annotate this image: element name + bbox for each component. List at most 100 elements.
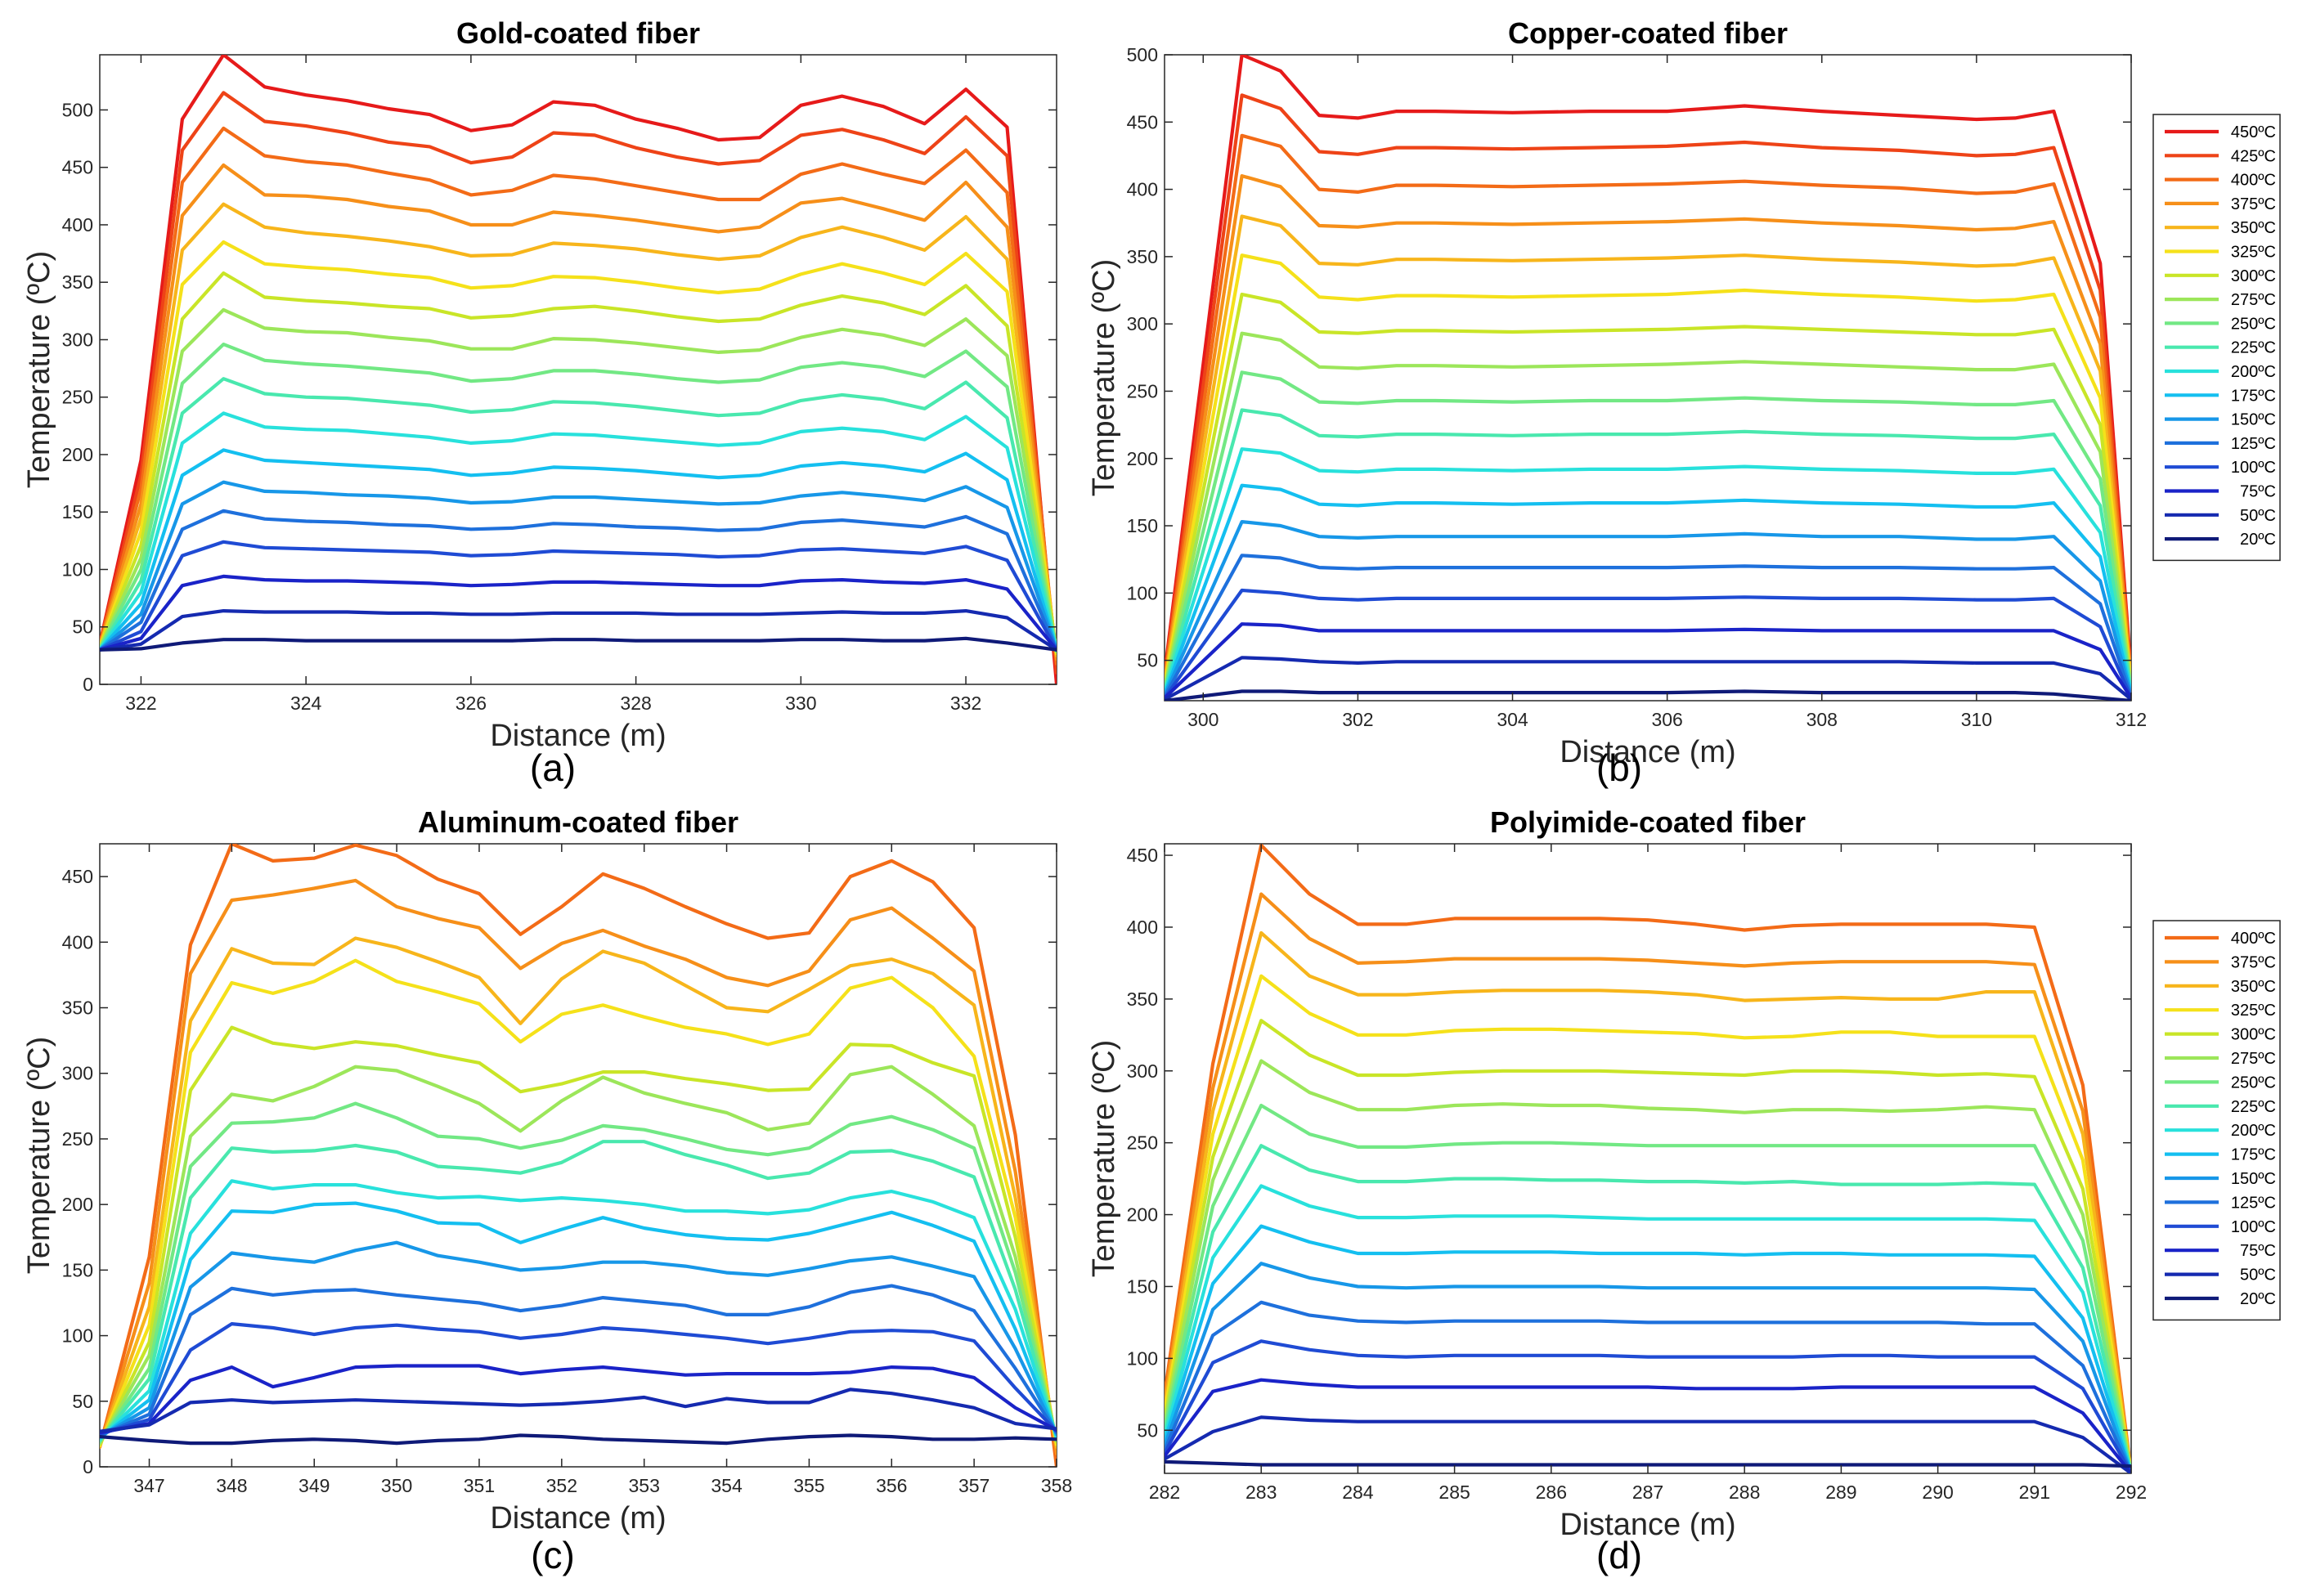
legend-entry: 425ºC xyxy=(2231,147,2276,165)
series-line-150c xyxy=(100,480,1057,652)
legend-box xyxy=(2152,114,2281,562)
legend-entry: 325ºC xyxy=(2231,1002,2276,1020)
legend-entry: 75ºC xyxy=(2240,1242,2276,1260)
x-tick-label: 351 xyxy=(464,1475,495,1496)
legend-entry: 20ºC xyxy=(2240,1290,2276,1308)
legend-entry: 300ºC xyxy=(2231,1026,2276,1044)
x-tick-label: 352 xyxy=(546,1475,577,1496)
legend-entry: 100ºC xyxy=(2231,459,2276,477)
plot-area xyxy=(1164,843,2132,1474)
series-line-400c xyxy=(1165,844,2131,1473)
x-tick-label: 322 xyxy=(125,693,156,714)
series-line-100c xyxy=(1165,1339,2131,1473)
x-tick-label: 300 xyxy=(1187,709,1219,730)
legend-entry: 300ºC xyxy=(2231,267,2276,285)
y-tick-label: 450 xyxy=(1127,845,1158,866)
legend-entry: 225ºC xyxy=(2231,339,2276,357)
legend-entry: 350ºC xyxy=(2231,978,2276,996)
y-tick-label: 50 xyxy=(72,616,93,638)
y-tick-label: 250 xyxy=(1127,1132,1158,1154)
x-tick-label: 304 xyxy=(1497,709,1528,730)
panel-tag: (b) xyxy=(1596,746,1642,789)
y-tick-label: 450 xyxy=(62,866,93,887)
x-axis-label: Distance (m) xyxy=(1560,1508,1735,1542)
x-tick-label: 310 xyxy=(1961,709,1992,730)
legend-entry: 150ºC xyxy=(2231,1170,2276,1188)
legend-entry: 150ºC xyxy=(2231,411,2276,429)
series-line-425c xyxy=(100,91,1057,675)
x-tick-label: 288 xyxy=(1729,1482,1760,1503)
x-tick-label: 285 xyxy=(1438,1482,1470,1503)
x-tick-label: 292 xyxy=(2116,1482,2147,1503)
chart-panel-1: 300 302 304 306 308 310 312 50 100 150 200 250 300 35… xyxy=(1087,16,2281,789)
legend-entry: 200ºC xyxy=(2231,363,2276,381)
x-tick-label: 353 xyxy=(629,1475,660,1496)
series-line-275c xyxy=(1165,331,2131,691)
x-axis-label: Distance (m) xyxy=(1560,735,1735,769)
series-line-75c xyxy=(1165,1378,2131,1473)
series-line-325c xyxy=(100,240,1057,656)
legend-entry: 400ºC xyxy=(2231,172,2276,190)
x-tick-label: 312 xyxy=(2116,709,2147,730)
x-tick-label: 291 xyxy=(2019,1482,2050,1503)
y-tick-label: 200 xyxy=(62,444,93,465)
chart-title: Polyimide-coated fiber xyxy=(1490,805,1806,839)
series-line-350c xyxy=(100,202,1057,657)
x-tick-label: 328 xyxy=(620,693,651,714)
series-line-100c xyxy=(100,1322,1057,1436)
series-line-20c xyxy=(100,1433,1057,1446)
x-tick-label: 357 xyxy=(958,1475,990,1496)
series-line-325c xyxy=(1165,974,2131,1473)
series-line-350c xyxy=(1165,930,2131,1473)
legend-entry: 125ºC xyxy=(2231,1194,2276,1212)
series-line-325c xyxy=(100,958,1057,1448)
chart-panel-2: 347 348 349 350 351 352 353 354 355 356 357 358 0 50 1… xyxy=(22,805,1072,1576)
series-line-275c xyxy=(1165,1059,2131,1473)
y-tick-label: 50 xyxy=(1137,650,1158,671)
legend-entry: 20ºC xyxy=(2240,531,2276,549)
series-line-300c xyxy=(100,1025,1057,1446)
legend-entry: 200ºC xyxy=(2231,1122,2276,1140)
series-line-150c xyxy=(1165,520,2131,697)
x-tick-label: 348 xyxy=(216,1475,247,1496)
series-line-175c xyxy=(1165,483,2131,696)
x-tick-label: 332 xyxy=(950,693,981,714)
y-axis-label: Temperature (ºC) xyxy=(1087,1040,1121,1278)
series-line-250c xyxy=(100,1101,1057,1444)
chart-title: Gold-coated fiber xyxy=(456,16,700,50)
y-axis-label: Temperature (ºC) xyxy=(22,1037,56,1275)
x-tick-label: 290 xyxy=(1922,1482,1953,1503)
y-tick-label: 400 xyxy=(1127,917,1158,938)
series-line-50c xyxy=(100,609,1057,652)
y-tick-label: 150 xyxy=(62,501,93,522)
y-tick-label: 250 xyxy=(62,387,93,408)
panel-tag: (c) xyxy=(531,1534,575,1576)
y-tick-label: 350 xyxy=(1127,989,1158,1010)
series-lines xyxy=(100,844,1057,1467)
y-tick-label: 100 xyxy=(62,558,93,580)
y-tick-label: 450 xyxy=(62,157,93,178)
y-tick-label: 400 xyxy=(1127,179,1158,200)
chart-title: Copper-coated fiber xyxy=(1508,16,1788,50)
series-line-250c xyxy=(1165,1103,2131,1473)
series-line-300c xyxy=(1165,292,2131,689)
series-line-300c xyxy=(1165,1019,2131,1473)
x-tick-label: 302 xyxy=(1342,709,1373,730)
chart-title: Aluminum-coated fiber xyxy=(418,805,738,839)
legend-entry: 275ºC xyxy=(2231,1050,2276,1068)
series-line-375c xyxy=(1165,174,2131,684)
series-line-20c xyxy=(100,636,1057,652)
y-tick-label: 300 xyxy=(1127,1060,1158,1082)
y-tick-label: 150 xyxy=(1127,1275,1158,1297)
series-line-425c xyxy=(1165,93,2131,679)
legend-entry: 250ºC xyxy=(2231,315,2276,333)
x-tick-label: 350 xyxy=(381,1475,412,1496)
series-line-300c xyxy=(100,271,1057,654)
series-line-375c xyxy=(100,878,1057,1456)
plot-area xyxy=(1164,54,2132,702)
series-lines xyxy=(1165,844,2131,1473)
x-tick-label: 347 xyxy=(133,1475,164,1496)
series-line-75c xyxy=(100,574,1057,652)
series-line-200c xyxy=(100,411,1057,652)
